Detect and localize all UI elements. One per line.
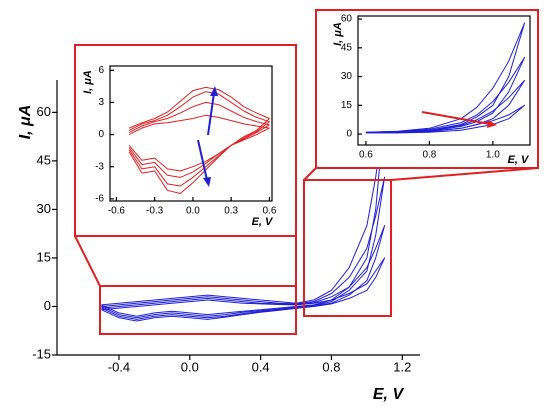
arrow	[421, 111, 491, 125]
zoom-box	[99, 285, 297, 335]
plot-frame	[109, 65, 273, 202]
left-inset: -0.6 -0.3 0.0 0.3 0.6 -6 -3 0 3 6 I, μA E, V	[82, 65, 277, 228]
x-tick-label: 1.0	[486, 150, 500, 161]
y-tick-label: 45	[341, 42, 353, 53]
x-tick-label: 0.0	[181, 359, 199, 374]
x-tick-label: 0.6	[262, 206, 276, 217]
cv-curve	[101, 176, 386, 319]
arrows	[197, 86, 497, 187]
x-axis-title: E, V	[252, 216, 274, 228]
inset-box	[315, 9, 539, 169]
y-axis-title: I, μA	[17, 105, 34, 140]
y-tick-label: 15	[341, 100, 353, 111]
arrow-head	[210, 86, 218, 96]
y-tick-label: 3	[98, 97, 104, 108]
x-tick-label: 0.4	[252, 359, 270, 374]
y-tick-label: 15	[37, 249, 51, 264]
arrow-head	[203, 177, 211, 187]
cv-curve	[365, 56, 526, 133]
y-tick-label: -15	[32, 346, 51, 361]
y-tick-label: -3	[95, 161, 104, 172]
y-axis-title: I, μA	[82, 70, 94, 94]
x-tick-label: 0.6	[359, 150, 373, 161]
x-tick-label: -0.6	[108, 206, 126, 217]
y-tick-label: 6	[98, 65, 104, 76]
plot-frame	[357, 15, 531, 146]
x-tick-label: -0.4	[108, 359, 130, 374]
connector	[303, 167, 317, 181]
cv-curve	[128, 91, 270, 187]
connector	[390, 167, 539, 181]
y-axis-title: I, μA	[332, 22, 344, 46]
cv-curve	[101, 257, 386, 322]
x-axis-title: E, V	[508, 154, 530, 166]
y-tick-label: -6	[95, 193, 104, 204]
cv-curve	[101, 225, 386, 320]
cv-curve	[128, 101, 270, 178]
arrow	[207, 92, 215, 136]
y-tick-label: 60	[341, 14, 353, 25]
y-tick-label: 60	[37, 104, 51, 119]
arrow-head	[487, 120, 497, 128]
connector	[74, 235, 101, 287]
zoom-frames	[74, 9, 539, 335]
y-tick-label: 30	[37, 201, 51, 216]
y-tick-label: 45	[37, 152, 51, 167]
x-tick-label: 1.2	[393, 359, 411, 374]
x-axis-title: E, V	[373, 386, 405, 403]
y-tick-label: 30	[341, 71, 353, 82]
y-tick-label: 0	[44, 298, 51, 313]
cv-curve	[128, 114, 270, 172]
x-tick-label: 0.0	[186, 206, 200, 217]
x-tick-label: -0.3	[146, 206, 164, 217]
cv-curve	[365, 104, 526, 134]
inset-box	[74, 44, 297, 237]
arrow	[197, 139, 208, 181]
right-inset: 0.6 0.8 1.0 0 15 30 45 60I, μA E, V	[332, 14, 531, 166]
zoom-box	[303, 179, 392, 317]
y-tick-label: 0	[346, 129, 352, 140]
x-tick-label: 0.8	[322, 359, 340, 374]
y-tick-label: 0	[98, 129, 104, 140]
x-tick-label: 0.8	[422, 150, 436, 161]
x-tick-label: 0.3	[224, 206, 238, 217]
cv-curve	[128, 86, 270, 194]
